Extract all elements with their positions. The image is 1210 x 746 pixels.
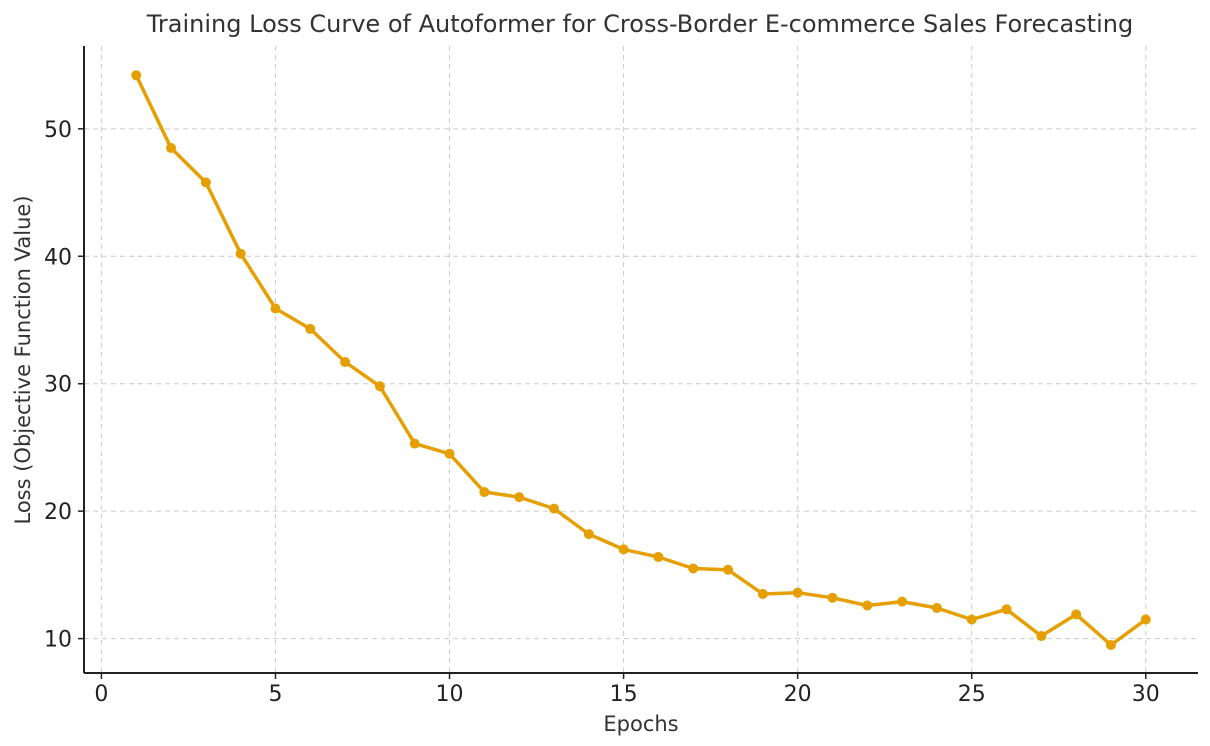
data-point — [688, 563, 699, 574]
x-tick-label: 10 — [436, 682, 464, 707]
y-tick-label: 30 — [44, 373, 72, 398]
chart-title: Training Loss Curve of Autoformer for Cr… — [146, 10, 1133, 38]
data-point — [966, 614, 977, 625]
data-point — [862, 600, 873, 611]
y-tick-label: 20 — [44, 500, 72, 525]
data-point — [1071, 609, 1082, 620]
loss-series — [131, 70, 1151, 650]
data-point — [166, 142, 177, 153]
data-point — [444, 448, 455, 459]
data-point — [305, 323, 316, 334]
x-tick-label: 25 — [958, 682, 986, 707]
data-point — [1036, 631, 1047, 642]
data-point — [583, 529, 594, 540]
data-point — [340, 357, 351, 368]
data-point — [723, 564, 734, 575]
axes — [78, 46, 1198, 679]
tick-labels: 0 5 10 15 20 25 30 10 20 30 40 50 — [44, 118, 1160, 707]
x-tick-label: 0 — [94, 682, 108, 707]
data-point — [200, 177, 211, 188]
data-point — [653, 552, 664, 563]
data-point — [1001, 604, 1012, 615]
data-point — [1140, 614, 1151, 625]
grid-lines — [84, 46, 1198, 673]
y-tick-label: 50 — [44, 118, 72, 143]
x-tick-label: 5 — [268, 682, 282, 707]
y-axis-label: Loss (Objective Function Value) — [11, 195, 35, 524]
x-tick-label: 20 — [784, 682, 812, 707]
loss-line — [134, 74, 1147, 647]
data-point — [479, 487, 490, 498]
data-point — [1105, 639, 1116, 650]
y-tick-label: 10 — [44, 628, 72, 653]
data-point — [792, 587, 803, 598]
data-point — [131, 70, 142, 81]
y-tick-label: 40 — [44, 245, 72, 270]
data-point — [618, 544, 629, 555]
data-point — [931, 603, 942, 614]
data-point — [897, 596, 908, 607]
data-point — [409, 438, 420, 449]
data-point — [514, 492, 525, 503]
x-axis-label: Epochs — [603, 712, 678, 736]
data-point — [374, 381, 385, 392]
x-tick-label: 30 — [1132, 682, 1160, 707]
data-point — [757, 588, 768, 599]
x-tick-label: 15 — [610, 682, 638, 707]
data-point — [548, 503, 559, 514]
data-point — [235, 248, 246, 259]
data-point — [827, 592, 838, 603]
data-point — [270, 303, 281, 314]
